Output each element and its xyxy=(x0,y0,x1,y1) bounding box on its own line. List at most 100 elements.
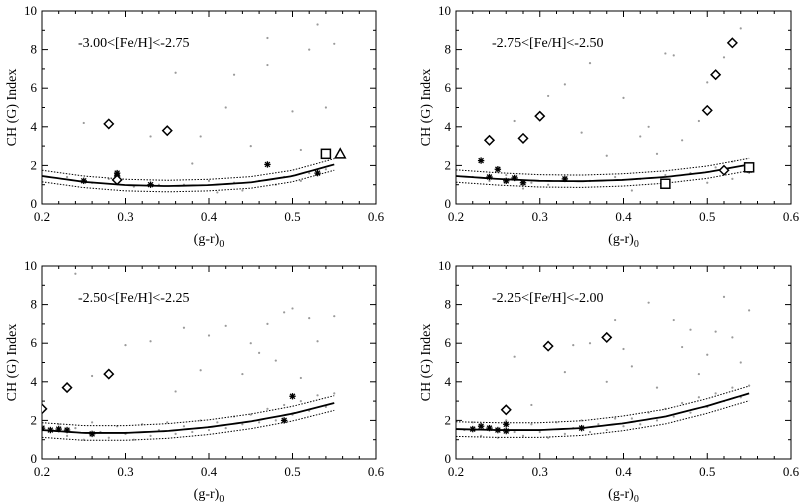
diamond-marker xyxy=(710,69,722,81)
star-stroke xyxy=(511,175,518,181)
field-star-point xyxy=(191,162,194,165)
y-tick-label: 4 xyxy=(31,374,38,389)
field-star-point xyxy=(622,425,625,428)
star-stroke xyxy=(289,393,296,400)
y-tick-label: 2 xyxy=(31,157,38,172)
field-star-point xyxy=(681,401,684,405)
field-star-point xyxy=(65,434,69,437)
field-star-point xyxy=(630,417,633,420)
diamond-marker xyxy=(542,340,554,352)
field-star-point xyxy=(316,23,319,26)
star-marker xyxy=(486,424,493,432)
star-stroke xyxy=(520,179,526,186)
x-tick-label: 0.5 xyxy=(284,464,300,479)
x-tick-label: 0.3 xyxy=(117,464,133,479)
field-star-point xyxy=(299,376,302,380)
field-star-point xyxy=(182,425,186,428)
field-star-point xyxy=(74,272,77,275)
fit-curve xyxy=(42,163,335,187)
fit-lower-bound xyxy=(456,170,750,188)
diamond-marker xyxy=(601,331,613,343)
field-star-point xyxy=(308,172,311,175)
y-axis-label: CH (G) Index xyxy=(5,324,20,402)
field-star-point xyxy=(299,148,302,152)
diamond-marker xyxy=(701,104,713,116)
field-star-point xyxy=(655,152,659,155)
field-star-point xyxy=(107,436,110,439)
field-star-point xyxy=(207,334,211,337)
star-stroke xyxy=(562,176,568,182)
y-tick-label: 10 xyxy=(438,258,451,273)
field-star-point xyxy=(266,63,269,67)
x-axis-label-subscript: 0 xyxy=(634,239,639,250)
plot-area xyxy=(42,272,336,441)
field-star-point xyxy=(274,359,277,362)
x-tick-label: 0.6 xyxy=(783,209,800,224)
field-star-point xyxy=(697,372,700,376)
field-star-point xyxy=(224,324,227,327)
field-star-point xyxy=(241,423,244,426)
field-star-point xyxy=(722,295,726,298)
plot-area xyxy=(456,27,755,192)
field-star-point xyxy=(91,421,94,424)
metallicity-range-label: -2.50<[Fe/H]<-2.25 xyxy=(78,291,189,306)
field-star-point xyxy=(655,386,659,389)
star-marker xyxy=(88,430,96,438)
star-marker xyxy=(503,177,510,185)
field-star-point xyxy=(647,301,650,304)
field-star-point xyxy=(291,110,294,113)
star-stroke xyxy=(486,425,493,431)
field-star-point xyxy=(664,52,667,55)
diamond-marker xyxy=(111,174,123,186)
field-star-point xyxy=(82,121,85,125)
field-star-point xyxy=(166,421,169,424)
field-star-point xyxy=(333,392,336,395)
y-axis-label: CH (G) Index xyxy=(5,69,20,147)
diamond-marker xyxy=(161,125,173,137)
field-star-point xyxy=(731,336,734,339)
fit-lower-bound xyxy=(42,169,335,193)
field-star-point xyxy=(672,318,675,322)
field-star-point xyxy=(714,166,717,169)
y-tick-label: 10 xyxy=(438,3,451,18)
field-star-point xyxy=(513,119,516,123)
chart-panel-1: 0.2 0.3 0.4 0.5 0.6 0 2 4 6 8 10 (g-r)0 CH (G) Index… xyxy=(5,3,385,250)
chart-panel-2: 0.2 0.3 0.4 0.5 0.6 0 2 4 6 8 10 (g-r)0 CH (G) Index… xyxy=(419,3,800,250)
star-marker xyxy=(486,173,493,181)
metallicity-range-label: -2.75<[Fe/H]<-2.50 xyxy=(492,36,603,51)
field-star-point xyxy=(174,390,177,393)
field-star-point xyxy=(563,83,566,86)
field-star-point xyxy=(299,400,302,403)
field-star-point xyxy=(672,54,675,57)
star-stroke xyxy=(503,428,510,434)
star-stroke xyxy=(478,423,484,430)
field-star-point xyxy=(689,328,692,331)
x-tick-label: 0.4 xyxy=(201,464,218,479)
field-star-point xyxy=(614,175,617,179)
x-tick-label: 0.6 xyxy=(783,464,800,479)
field-star-point xyxy=(324,106,327,109)
field-star-point xyxy=(605,380,608,383)
field-star-point xyxy=(249,145,252,148)
diamond-marker xyxy=(61,382,73,394)
x-tick-label: 0.2 xyxy=(34,464,50,479)
field-star-point xyxy=(572,344,575,347)
field-star-point xyxy=(547,94,550,98)
x-tick-label: 0.3 xyxy=(532,464,548,479)
y-tick-label: 8 xyxy=(445,42,452,57)
field-star-point xyxy=(547,436,550,439)
diamond-marker xyxy=(534,110,546,122)
y-tick-label: 6 xyxy=(31,80,38,95)
field-star-point xyxy=(655,419,659,422)
x-tick-label: 0.2 xyxy=(448,209,464,224)
x-axis-label: (g-r)0 xyxy=(194,232,225,250)
field-star-point xyxy=(622,347,625,351)
field-star-point xyxy=(739,361,742,364)
field-star-point xyxy=(538,430,541,434)
plot-area xyxy=(42,23,347,194)
star-marker xyxy=(314,169,321,177)
field-star-point xyxy=(333,42,336,45)
star-marker xyxy=(578,424,585,432)
star-stroke xyxy=(55,426,62,432)
y-tick-label: 2 xyxy=(445,157,452,172)
